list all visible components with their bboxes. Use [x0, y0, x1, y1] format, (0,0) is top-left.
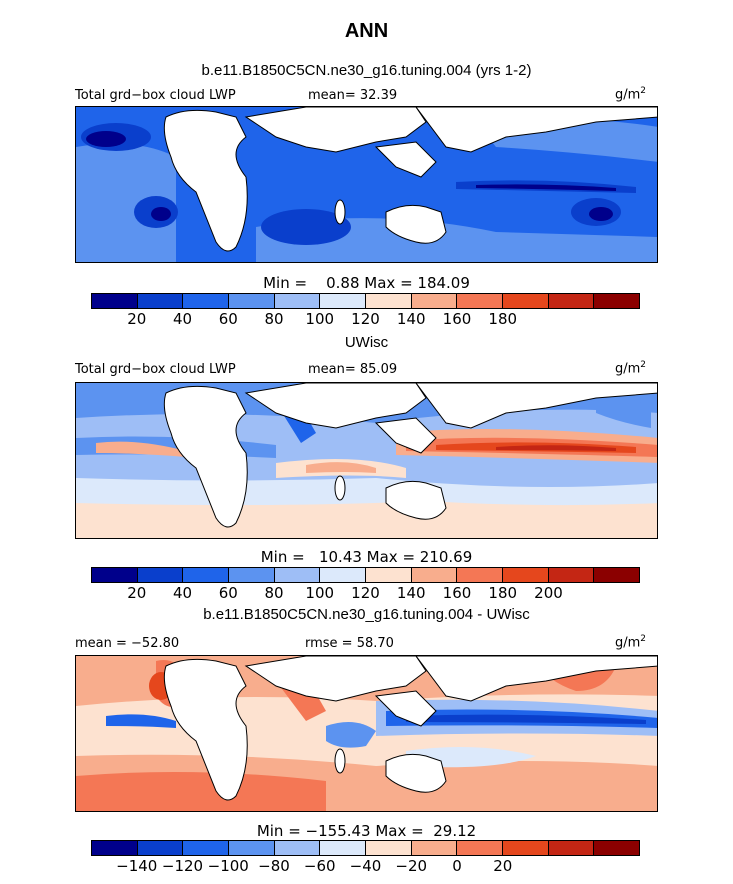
colorbar-tick-label: 160 — [442, 310, 472, 328]
colorbar-swatch — [183, 294, 230, 308]
panel3-colorbar-ticks: −140 −120 −100 −80 −60 −40 −20 0 20 — [91, 857, 640, 877]
colorbar-tick-label: 20 — [493, 857, 513, 875]
colorbar-swatch — [366, 841, 412, 855]
colorbar-tick-label: 40 — [172, 310, 193, 328]
colorbar-swatch — [503, 568, 549, 582]
colorbar-swatch — [274, 841, 321, 855]
panel2-colorbar-ticks: 20 40 60 80 100 120 140 160 180 200 — [91, 584, 640, 604]
colorbar-tick-label: 80 — [264, 584, 284, 602]
colorbar-tick-label: 140 — [396, 584, 426, 602]
colorbar-tick-label: 60 — [218, 310, 238, 328]
figure-title: ANN — [344, 20, 389, 42]
colorbar-tick-label: −140 — [116, 857, 158, 875]
colorbar-tick-label: 80 — [264, 310, 284, 328]
colorbar-swatch — [366, 568, 412, 582]
colorbar-swatch — [320, 568, 367, 582]
colorbar-swatch — [274, 294, 321, 308]
colorbar-tick-label: 160 — [442, 584, 472, 602]
panel3-rmse-label: rmse = 58.70 — [305, 636, 394, 651]
colorbar-swatch — [457, 568, 504, 582]
panel2-min-max: Min = 10.43 Max = 210.69 — [260, 548, 473, 566]
colorbar-swatch — [229, 294, 275, 308]
panel2-unit-label: g/m2 — [615, 360, 647, 377]
panel3-map — [75, 655, 658, 812]
colorbar-tick-label: 40 — [172, 584, 193, 602]
colorbar-tick-label: 140 — [396, 310, 426, 328]
colorbar-swatch — [137, 568, 184, 582]
colorbar-swatch — [457, 294, 504, 308]
panel2-map — [75, 382, 658, 539]
colorbar-swatch — [229, 841, 275, 855]
panel3-subtitle: b.e11.B1850C5CN.ne30_g16.tuning.004 - UW… — [203, 606, 530, 623]
colorbar-swatch — [137, 294, 184, 308]
colorbar-tick-label: 100 — [305, 310, 335, 328]
panel2-mean-label: mean= 85.09 — [308, 362, 398, 377]
panel2-map-field — [76, 383, 657, 538]
panel1-colorbar — [91, 293, 640, 309]
colorbar-swatch — [457, 841, 504, 855]
colorbar-tick-label: 0 — [452, 857, 462, 875]
colorbar-tick-label: 200 — [534, 584, 563, 602]
colorbar-swatch — [320, 294, 367, 308]
colorbar-swatch — [229, 568, 275, 582]
colorbar-tick-label: −80 — [258, 857, 290, 875]
colorbar-tick-label: −20 — [395, 857, 428, 875]
panel1-min-max: Min = 0.88 Max = 184.09 — [263, 274, 470, 292]
colorbar-tick-label: 20 — [127, 310, 147, 328]
panel1-colorbar-ticks: 20 40 60 80 100 120 140 160 180 — [91, 310, 640, 330]
colorbar-swatch — [548, 841, 595, 855]
panel2-variable-label: Total grd−box cloud LWP — [75, 362, 236, 377]
panel1-variable-label: Total grd−box cloud LWP — [75, 88, 236, 103]
panel1-mean-label: mean= 32.39 — [308, 88, 398, 103]
colorbar-tick-label: −100 — [207, 857, 249, 875]
panel1-subtitle: b.e11.B1850C5CN.ne30_g16.tuning.004 (yrs… — [201, 62, 532, 79]
colorbar-tick-label: 20 — [127, 584, 147, 602]
panel2-subtitle: UWisc — [344, 334, 389, 351]
colorbar-swatch — [503, 294, 549, 308]
panel3-min-max: Min = −155.43 Max = 29.12 — [256, 822, 477, 840]
panel1-unit-label: g/m2 — [615, 86, 647, 103]
panel3-mean-label: mean = −52.80 — [75, 636, 180, 651]
colorbar-tick-label: −40 — [349, 857, 382, 875]
panel3-colorbar — [91, 840, 640, 856]
colorbar-tick-label: 180 — [488, 310, 518, 328]
colorbar-swatch — [594, 841, 640, 855]
colorbar-swatch — [503, 841, 549, 855]
colorbar-swatch — [548, 294, 595, 308]
colorbar-tick-label: −120 — [161, 857, 204, 875]
colorbar-swatch — [594, 294, 640, 308]
colorbar-swatch — [92, 568, 138, 582]
colorbar-swatch — [366, 294, 412, 308]
colorbar-tick-label: 180 — [488, 584, 518, 602]
panel1-map-field — [76, 107, 657, 262]
colorbar-tick-label: 120 — [351, 584, 380, 602]
colorbar-swatch — [411, 568, 458, 582]
panel1-map — [75, 106, 658, 263]
colorbar-tick-label: −60 — [303, 857, 336, 875]
colorbar-swatch — [183, 841, 230, 855]
colorbar-swatch — [548, 568, 595, 582]
colorbar-swatch — [92, 294, 138, 308]
colorbar-tick-label: 120 — [351, 310, 380, 328]
colorbar-swatch — [183, 568, 230, 582]
colorbar-swatch — [411, 841, 458, 855]
colorbar-tick-label: 60 — [218, 584, 238, 602]
colorbar-tick-label: 100 — [305, 584, 335, 602]
colorbar-swatch — [274, 568, 321, 582]
colorbar-swatch — [137, 841, 184, 855]
panel2-colorbar — [91, 567, 640, 583]
colorbar-swatch — [320, 841, 367, 855]
colorbar-swatch — [411, 294, 458, 308]
panel3-unit-label: g/m2 — [615, 634, 647, 651]
panel3-map-field — [76, 656, 657, 811]
colorbar-swatch — [92, 841, 138, 855]
colorbar-swatch — [594, 568, 640, 582]
